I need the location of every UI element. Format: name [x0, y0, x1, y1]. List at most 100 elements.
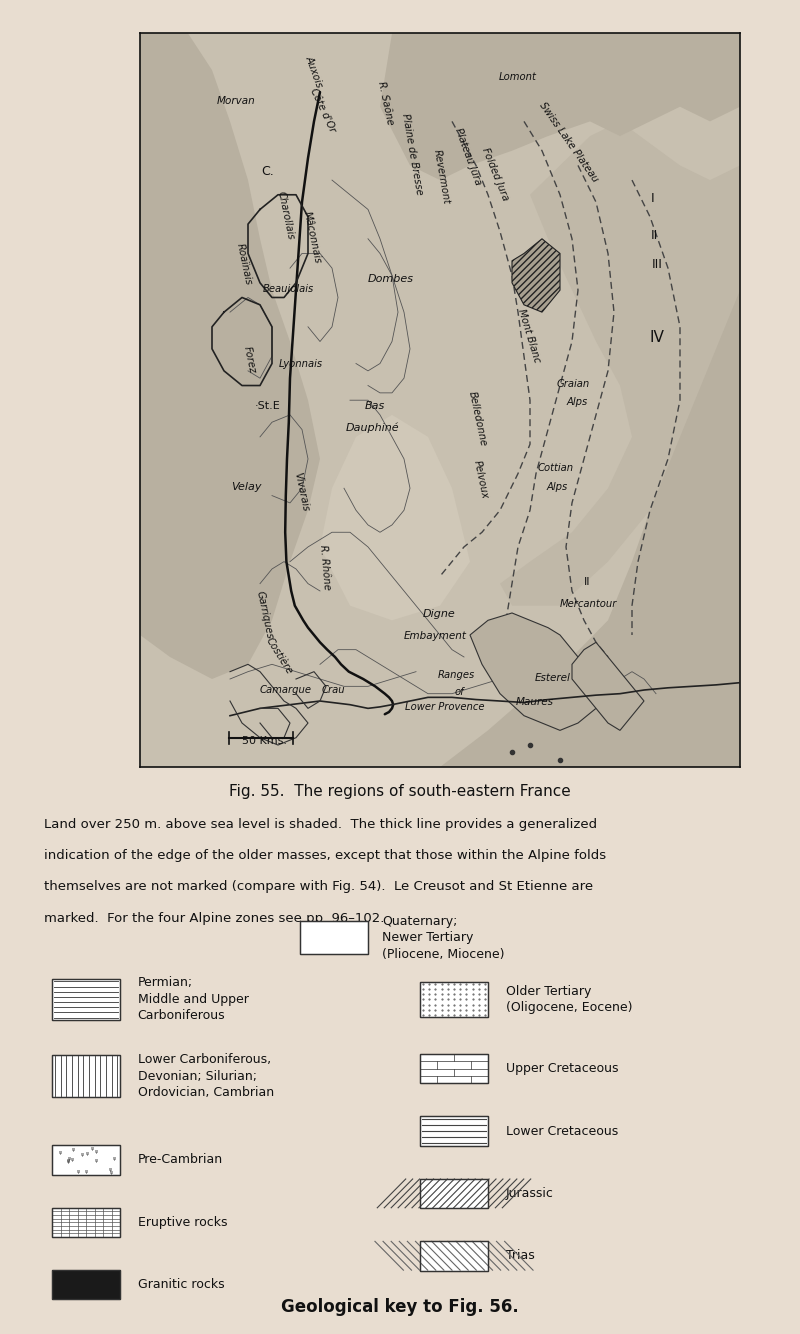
- Polygon shape: [572, 643, 644, 731]
- Text: Morvan: Morvan: [217, 96, 255, 105]
- Text: C.: C.: [262, 165, 274, 177]
- Bar: [420, 1054, 488, 1083]
- Text: ψ: ψ: [86, 1151, 89, 1155]
- Text: ψ: ψ: [95, 1150, 98, 1154]
- Polygon shape: [512, 239, 560, 312]
- Text: indication of the edge of the older masses, except that those within the Alpine : indication of the edge of the older mass…: [44, 850, 606, 862]
- Bar: [52, 979, 120, 1021]
- Text: Dauphiné: Dauphiné: [346, 423, 400, 434]
- Bar: [52, 1145, 120, 1175]
- Text: ψ: ψ: [66, 1158, 70, 1163]
- Text: Trias: Trias: [506, 1249, 534, 1262]
- Text: Upper Cretaceous: Upper Cretaceous: [506, 1062, 618, 1075]
- Text: Embayment: Embayment: [404, 631, 466, 642]
- Text: I: I: [651, 192, 655, 205]
- Text: Lower Carboniferous,
Devonian; Silurian;
Ordovician, Cambrian: Lower Carboniferous, Devonian; Silurian;…: [138, 1053, 274, 1099]
- Bar: [52, 1270, 120, 1299]
- Text: ψ: ψ: [85, 1169, 88, 1174]
- Text: Plateau Jura: Plateau Jura: [454, 127, 483, 187]
- Text: II: II: [584, 578, 590, 587]
- Text: Mâconnais: Mâconnais: [302, 211, 322, 264]
- Bar: [52, 1270, 120, 1299]
- Text: ψ: ψ: [110, 1170, 114, 1175]
- Text: Belledonne: Belledonne: [466, 390, 488, 447]
- Text: Pelvoux: Pelvoux: [472, 459, 490, 500]
- Text: III: III: [652, 257, 662, 271]
- Text: Camargue: Camargue: [259, 686, 311, 695]
- Polygon shape: [380, 33, 740, 180]
- Text: R. Saône: R. Saône: [377, 80, 395, 125]
- Text: Roaïnais: Roaïnais: [234, 243, 253, 287]
- Text: ψ: ψ: [68, 1157, 71, 1161]
- Text: 50 Kms.: 50 Kms.: [242, 735, 287, 746]
- Text: R. Rhône: R. Rhône: [318, 544, 332, 591]
- Text: II: II: [651, 228, 658, 241]
- Text: Geological key to Fig. 56.: Geological key to Fig. 56.: [281, 1298, 519, 1315]
- Text: Côte d'Or: Côte d'Or: [309, 87, 338, 133]
- Text: Esterel: Esterel: [535, 672, 570, 683]
- Text: Permian;
Middle and Upper
Carboniferous: Permian; Middle and Upper Carboniferous: [138, 976, 249, 1022]
- Text: Revermont: Revermont: [432, 149, 451, 205]
- Text: ψ: ψ: [113, 1157, 116, 1162]
- Bar: [52, 1145, 120, 1175]
- Text: ψ: ψ: [78, 1169, 81, 1174]
- Text: Garriques: Garriques: [255, 590, 274, 639]
- Text: Mercantour: Mercantour: [560, 599, 618, 610]
- Text: ψ: ψ: [94, 1158, 98, 1163]
- Text: Alps: Alps: [566, 396, 587, 407]
- Bar: [52, 1055, 120, 1097]
- Polygon shape: [140, 33, 320, 679]
- Polygon shape: [470, 614, 608, 731]
- Polygon shape: [320, 415, 470, 620]
- Text: ψ: ψ: [72, 1147, 75, 1151]
- Text: Lower Cretaceous: Lower Cretaceous: [506, 1125, 618, 1138]
- Text: Bas: Bas: [365, 402, 386, 411]
- Text: Lomont: Lomont: [499, 72, 537, 83]
- Bar: [420, 982, 488, 1018]
- Text: ψ: ψ: [59, 1150, 62, 1155]
- Text: Mont Blanc: Mont Blanc: [516, 308, 542, 364]
- Text: ψ: ψ: [67, 1159, 70, 1163]
- Text: Granitic rocks: Granitic rocks: [138, 1278, 224, 1291]
- Text: Charollais: Charollais: [275, 191, 295, 240]
- Text: Auxois: Auxois: [304, 55, 324, 89]
- Text: Fig. 55.  The regions of south-eastern France: Fig. 55. The regions of south-eastern Fr…: [229, 784, 571, 799]
- Text: ψ: ψ: [81, 1151, 84, 1157]
- Bar: [52, 1055, 120, 1097]
- Bar: [420, 1054, 488, 1083]
- Text: Ranges: Ranges: [438, 671, 475, 680]
- Bar: [420, 1117, 488, 1146]
- Bar: [420, 1241, 488, 1270]
- Text: IV: IV: [650, 331, 665, 346]
- Bar: [420, 1241, 488, 1270]
- Text: Maures: Maures: [516, 698, 554, 707]
- Text: Lyonnais: Lyonnais: [278, 359, 323, 368]
- Text: Land over 250 m. above sea level is shaded.  The thick line provides a generaliz: Land over 250 m. above sea level is shad…: [44, 818, 597, 831]
- Text: ψ: ψ: [109, 1167, 112, 1173]
- Bar: [52, 1207, 120, 1237]
- Text: Forez: Forez: [242, 346, 258, 375]
- Bar: [52, 1207, 120, 1237]
- Text: Swiss Lake Plateau: Swiss Lake Plateau: [538, 100, 600, 184]
- Text: ·St.E: ·St.E: [255, 402, 281, 411]
- Bar: [420, 982, 488, 1018]
- Text: ψ: ψ: [70, 1158, 74, 1162]
- Text: Plaine de Bresse: Plaine de Bresse: [400, 113, 424, 196]
- Text: Costière: Costière: [264, 635, 294, 676]
- Text: Velay: Velay: [231, 482, 262, 492]
- Bar: [52, 979, 120, 1021]
- Text: marked.  For the four Alpine zones see pp. 96–102.: marked. For the four Alpine zones see pp…: [44, 911, 384, 924]
- Bar: [420, 1179, 488, 1209]
- Polygon shape: [500, 121, 740, 606]
- Text: Folded Jura: Folded Jura: [480, 147, 510, 203]
- Text: ψ: ψ: [90, 1146, 94, 1151]
- Text: Crau: Crau: [322, 686, 345, 695]
- Text: Alps: Alps: [546, 482, 568, 492]
- Text: Graian: Graian: [557, 379, 590, 390]
- Bar: [52, 1270, 120, 1299]
- Text: of: of: [454, 687, 464, 698]
- Text: Cottian: Cottian: [537, 463, 574, 472]
- Text: Jurassic: Jurassic: [506, 1187, 554, 1199]
- Text: themselves are not marked (compare with Fig. 54).  Le Creusot and St Etienne are: themselves are not marked (compare with …: [44, 880, 593, 894]
- Bar: [300, 922, 368, 954]
